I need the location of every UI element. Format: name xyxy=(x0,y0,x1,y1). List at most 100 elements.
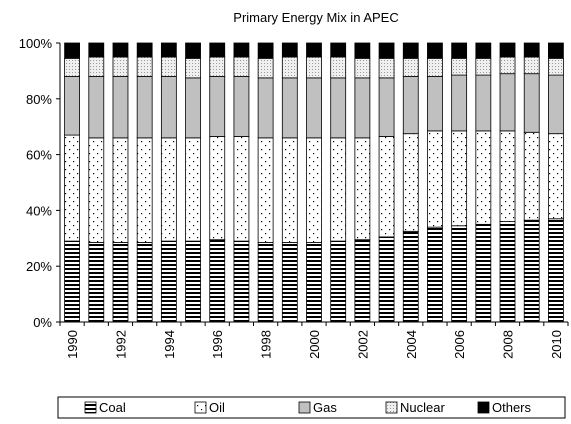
bar-stack-1992 xyxy=(112,42,129,323)
bar-segment-others-1998 xyxy=(257,42,274,59)
bar-stack-2009 xyxy=(523,42,540,323)
bar-stack-1994 xyxy=(160,42,177,323)
legend-item-nuclear: Nuclear xyxy=(385,400,445,415)
bar-segment-oil-1995 xyxy=(185,137,201,242)
bar-segment-others-2000 xyxy=(306,42,322,58)
bar-stack-2004 xyxy=(402,42,419,323)
bar-segment-others-2008 xyxy=(499,42,516,58)
bar-segment-coal-1996 xyxy=(209,239,226,323)
bar-stack-2006 xyxy=(451,42,468,323)
bar-segment-nuclear-1992 xyxy=(112,56,129,77)
bar-segment-others-1991 xyxy=(88,42,105,58)
y-axis: 0% 20% 40% 60% 80% 100% xyxy=(19,36,61,330)
x-tick-label-1992: 1992 xyxy=(113,330,128,359)
bar-segment-gas-2004 xyxy=(402,76,419,135)
bar-segment-gas-1998 xyxy=(257,77,274,139)
bar-stack-1995 xyxy=(185,42,201,323)
bar-segment-nuclear-1995 xyxy=(185,57,201,79)
bar-segment-others-2004 xyxy=(402,42,419,59)
bar-segment-gas-2000 xyxy=(306,77,322,139)
bar-stack-2008 xyxy=(499,42,516,323)
y-tick-label: 40% xyxy=(26,203,52,218)
y-tick-label: 20% xyxy=(26,259,52,274)
bar-stack-2010 xyxy=(548,42,564,323)
bar-segment-gas-1996 xyxy=(209,76,226,137)
x-tick-label-2008: 2008 xyxy=(501,330,516,359)
bar-segment-nuclear-2009 xyxy=(523,56,540,75)
bar-segment-gas-2007 xyxy=(475,74,492,132)
bar-stack-2001 xyxy=(330,42,347,323)
bar-segment-oil-1997 xyxy=(233,136,250,242)
legend-item-coal: Coal xyxy=(84,400,126,415)
bar-segment-others-1992 xyxy=(112,42,129,58)
bar-segment-oil-2001 xyxy=(330,137,347,242)
x-tick-label-1994: 1994 xyxy=(162,330,177,359)
bar-segment-gas-1992 xyxy=(112,76,129,139)
bar-segment-gas-1994 xyxy=(160,76,177,139)
bar-segment-oil-2000 xyxy=(306,137,322,243)
bar-segment-gas-2006 xyxy=(451,74,468,132)
bar-segment-coal-1995 xyxy=(185,240,201,323)
bar-segment-oil-1992 xyxy=(112,137,129,243)
bar-segment-oil-2006 xyxy=(451,130,468,227)
bar-stack-1990 xyxy=(64,42,80,323)
bar-segment-others-1993 xyxy=(136,42,153,58)
bar-segment-coal-1998 xyxy=(257,242,274,323)
legend-swatch-others xyxy=(477,401,490,414)
bar-segment-nuclear-2007 xyxy=(475,57,492,76)
bar-segment-oil-2005 xyxy=(427,130,443,228)
bar-segment-coal-1999 xyxy=(281,242,298,323)
bar-segment-gas-2001 xyxy=(330,77,347,139)
bar-segment-oil-1998 xyxy=(257,137,274,243)
bar-segment-oil-2009 xyxy=(523,131,540,221)
bars-group xyxy=(64,42,564,323)
bar-segment-coal-1990 xyxy=(64,240,80,323)
bar-stack-2003 xyxy=(378,42,395,323)
bar-stack-1998 xyxy=(257,42,274,323)
bar-segment-gas-2002 xyxy=(354,77,371,139)
bar-segment-oil-2007 xyxy=(475,130,492,225)
x-tick-label-1996: 1996 xyxy=(210,330,225,359)
bar-segment-coal-1994 xyxy=(160,240,177,323)
y-tick-label: 100% xyxy=(19,36,53,51)
legend: Coal Oil Gas Nuclear Others xyxy=(57,396,566,419)
bar-segment-coal-2004 xyxy=(402,230,419,323)
bar-segment-nuclear-1996 xyxy=(209,56,226,77)
bar-stack-1996 xyxy=(209,42,226,323)
bar-segment-others-2007 xyxy=(475,42,492,59)
bar-segment-oil-1999 xyxy=(281,137,298,243)
bar-segment-nuclear-2002 xyxy=(354,57,371,79)
bar-segment-others-1996 xyxy=(209,42,226,58)
legend-item-oil: Oil xyxy=(194,400,225,415)
y-tick-label: 80% xyxy=(26,92,52,107)
bar-segment-gas-1993 xyxy=(136,76,153,139)
bar-segment-oil-2002 xyxy=(354,137,371,241)
bar-segment-oil-2008 xyxy=(499,130,516,222)
bar-stack-1997 xyxy=(233,42,250,323)
bar-segment-coal-2008 xyxy=(499,221,516,323)
bar-segment-coal-2007 xyxy=(475,223,492,323)
legend-swatch-oil xyxy=(194,401,207,414)
bar-segment-others-2001 xyxy=(330,42,347,58)
bar-segment-coal-2009 xyxy=(523,219,540,323)
x-tick-label-1990: 1990 xyxy=(65,330,80,359)
legend-label-nuclear: Nuclear xyxy=(400,400,445,415)
bar-segment-oil-1991 xyxy=(88,137,105,243)
bar-segment-nuclear-2003 xyxy=(378,57,395,79)
bar-segment-oil-1990 xyxy=(64,134,80,242)
bar-segment-gas-1990 xyxy=(64,76,80,136)
bar-segment-nuclear-1998 xyxy=(257,57,274,79)
x-tick-label-2004: 2004 xyxy=(404,330,419,359)
bar-segment-gas-2003 xyxy=(378,77,395,137)
bar-segment-oil-1994 xyxy=(160,137,177,242)
y-tick-label: 0% xyxy=(33,315,52,330)
bar-segment-coal-2010 xyxy=(548,218,564,323)
bar-segment-others-1994 xyxy=(160,42,177,58)
bar-segment-others-1999 xyxy=(281,42,298,58)
bar-stack-2005 xyxy=(427,42,443,323)
bar-segment-nuclear-2000 xyxy=(306,56,322,79)
bar-segment-others-1997 xyxy=(233,42,250,58)
bar-segment-gas-2005 xyxy=(427,76,443,132)
x-tick-label-1998: 1998 xyxy=(259,330,274,359)
